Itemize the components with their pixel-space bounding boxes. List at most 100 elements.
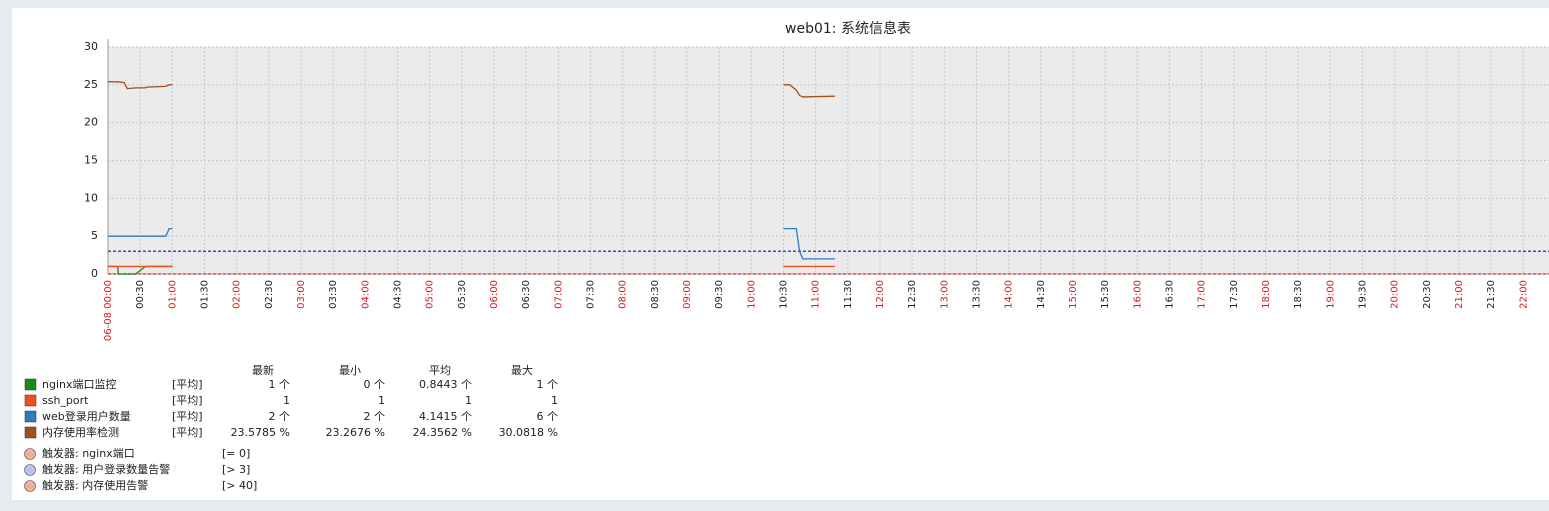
x-tick-label: 21:30 xyxy=(1486,280,1497,309)
legend-stat: 4.1415 个 xyxy=(419,410,472,423)
series-line xyxy=(783,84,835,98)
legend-header: 最小 xyxy=(339,364,361,377)
x-tick-label: 06:00 xyxy=(489,280,500,309)
legend-stat: 2 个 xyxy=(269,410,291,423)
x-tick-label: 05:30 xyxy=(457,280,468,309)
series-line xyxy=(108,81,173,90)
x-tick-label: 00:30 xyxy=(135,280,146,309)
x-tick-label: 18:00 xyxy=(1261,280,1272,309)
trigger-label: 触发器: nginx端口 xyxy=(42,446,135,460)
x-tick-label: 06:30 xyxy=(521,280,532,309)
x-tick-label: 17:30 xyxy=(1229,280,1240,309)
legend-stat: 23.2676 % xyxy=(326,426,385,439)
trigger-label: 触发器: 用户登录数量告警 xyxy=(42,462,170,476)
x-tick-label: 11:00 xyxy=(811,280,822,309)
legend-stat: 2 个 xyxy=(364,410,386,423)
x-tick-label: 19:00 xyxy=(1325,280,1336,309)
x-tick-label: 03:30 xyxy=(328,280,339,309)
x-tick-label: 20:30 xyxy=(1422,280,1433,309)
x-tick-label: 14:30 xyxy=(1036,280,1047,309)
legend-swatch xyxy=(24,410,37,423)
series-line xyxy=(783,227,835,260)
x-tick-label: 13:00 xyxy=(939,280,950,309)
legend-swatch xyxy=(24,394,37,407)
trigger-condition: [> 3] xyxy=(222,463,250,476)
x-tick-label: 01:00 xyxy=(167,280,178,309)
legend-stat: 24.3562 % xyxy=(413,426,472,439)
trigger-label: 触发器: 内存使用告警 xyxy=(42,478,148,492)
x-tick-label: 12:00 xyxy=(875,280,886,309)
y-tick-label: 5 xyxy=(91,229,98,242)
x-tick-label: 07:00 xyxy=(553,280,564,309)
legend-func: [平均] xyxy=(172,426,203,439)
legend-header: 最大 xyxy=(511,363,533,377)
x-tick-label: 10:00 xyxy=(746,280,757,309)
trigger-icon xyxy=(24,448,36,460)
legend-stat: 0.8443 个 xyxy=(419,378,472,391)
legend-stat: 1 xyxy=(465,394,472,407)
y-tick-label: 25 xyxy=(84,78,98,91)
y-tick-label: 20 xyxy=(84,116,98,129)
x-tick-label: 06-08 00:00 xyxy=(103,280,114,341)
legend-stat: 30.0818 % xyxy=(499,426,558,439)
x-tick-label: 02:00 xyxy=(232,280,243,309)
x-tick-label: 19:30 xyxy=(1357,280,1368,309)
x-tick-label: 16:00 xyxy=(1132,280,1143,309)
legend-stat: 1 xyxy=(378,394,385,407)
x-tick-label: 09:30 xyxy=(714,280,725,309)
x-tick-label: 05:00 xyxy=(425,280,436,309)
x-tick-label: 22:00 xyxy=(1518,280,1529,309)
y-tick-label: 15 xyxy=(84,154,98,167)
x-tick-label: 10:30 xyxy=(778,280,789,309)
legend-func: [平均] xyxy=(172,378,203,391)
x-tick-label: 16:30 xyxy=(1164,280,1175,309)
legend-swatch xyxy=(24,378,37,391)
x-tick-label: 12:30 xyxy=(907,280,918,309)
x-tick-label: 20:00 xyxy=(1390,280,1401,309)
legend-label: ssh_port xyxy=(42,394,89,407)
legend-func: [平均] xyxy=(172,394,203,407)
x-tick-label: 09:00 xyxy=(682,280,693,309)
x-tick-label: 18:30 xyxy=(1293,280,1304,309)
x-tick-label: 13:30 xyxy=(971,280,982,309)
x-tick-label: 02:30 xyxy=(264,280,275,309)
legend-stat: 1 个 xyxy=(269,378,291,391)
series-line xyxy=(108,227,173,237)
legend-label: web登录用户数量 xyxy=(42,409,131,423)
x-tick-label: 15:00 xyxy=(1068,280,1079,309)
x-tick-label: 04:30 xyxy=(392,280,403,309)
legend-label: nginx端口监控 xyxy=(42,377,117,391)
trigger-icon xyxy=(24,464,36,476)
legend-header: 最新 xyxy=(252,363,274,377)
y-tick-label: 10 xyxy=(84,191,98,204)
legend-label: 内存使用率检测 xyxy=(42,425,119,439)
legend-func: [平均] xyxy=(172,410,203,423)
x-tick-label: 17:00 xyxy=(1197,280,1208,309)
trigger-condition: [= 0] xyxy=(222,447,250,460)
legend-stat: 1 xyxy=(551,394,558,407)
legend-stat: 0 个 xyxy=(364,378,386,391)
x-tick-label: 08:00 xyxy=(618,280,629,309)
legend-stat: 1 个 xyxy=(537,378,559,391)
legend-stat: 23.5785 % xyxy=(231,426,290,439)
x-tick-label: 21:00 xyxy=(1454,280,1465,309)
x-tick-label: 03:00 xyxy=(296,280,307,309)
x-tick-label: 08:30 xyxy=(650,280,661,309)
legend-swatch xyxy=(24,426,37,439)
trigger-condition: [> 40] xyxy=(222,479,257,492)
y-tick-label: 0 xyxy=(91,267,98,280)
x-tick-label: 07:30 xyxy=(585,280,596,309)
x-tick-label: 15:30 xyxy=(1100,280,1111,309)
legend-header: 平均 xyxy=(429,364,451,377)
x-tick-label: 04:00 xyxy=(360,280,371,309)
x-tick-label: 01:30 xyxy=(199,280,210,309)
trigger-icon xyxy=(24,480,36,492)
chart-title: web01: 系统信息表 xyxy=(785,20,911,37)
x-tick-label: 14:00 xyxy=(1004,280,1015,309)
legend-stat: 1 xyxy=(283,394,290,407)
y-tick-label: 30 xyxy=(84,40,98,53)
x-tick-label: 11:30 xyxy=(843,280,854,309)
legend-stat: 6 个 xyxy=(537,410,559,423)
